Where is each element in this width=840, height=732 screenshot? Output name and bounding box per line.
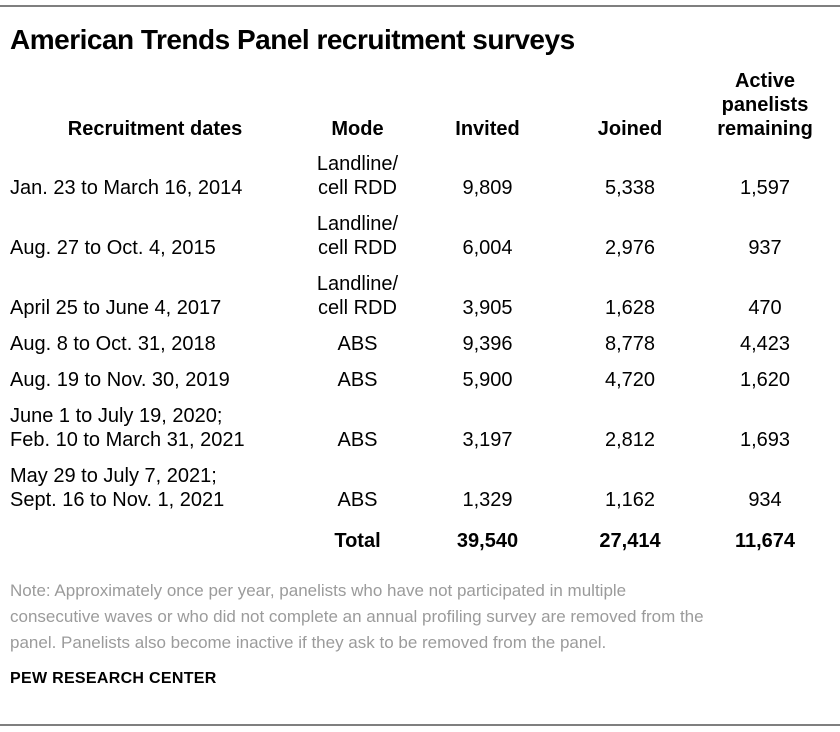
cell-joined: 4,720 [604, 369, 656, 391]
table-row: Jan. 23 to March 16, 2014 Landline/ cell… [10, 148, 830, 208]
cell-mode: ABS [337, 429, 378, 451]
cell-dates: April 25 to June 4, 2017 [10, 297, 222, 319]
cell-dates: Jan. 23 to March 16, 2014 [10, 177, 243, 199]
cell-invited: 1,329 [462, 489, 513, 511]
cell-mode: ABS [337, 489, 378, 511]
cell-joined: 2,812 [604, 429, 656, 451]
table-row: May 29 to July 7, 2021; Sept. 16 to Nov.… [10, 460, 830, 520]
total-label: Total [334, 530, 381, 552]
cell-joined: 1,628 [604, 297, 656, 319]
bottom-divider [0, 724, 840, 726]
cell-dates: Aug. 27 to Oct. 4, 2015 [10, 237, 216, 259]
cell-dates-empty [10, 520, 300, 561]
total-row: Total 39,540 27,414 11,674 [10, 520, 830, 561]
total-invited: 39,540 [456, 530, 519, 552]
cell-invited: 5,900 [462, 369, 513, 391]
cell-joined: 2,976 [604, 237, 656, 259]
cell-active: 1,620 [739, 369, 791, 391]
cell-mode: ABS [337, 369, 378, 391]
cell-joined: 5,338 [604, 177, 656, 199]
cell-invited: 6,004 [462, 237, 513, 259]
table-row: June 1 to July 19, 2020; Feb. 10 to Marc… [10, 400, 830, 460]
recruitment-table: Recruitment dates Mode Invited Joined Ac… [10, 69, 830, 561]
cell-active: 1,597 [739, 177, 791, 199]
cell-mode: Landline/ cell RDD [316, 213, 399, 259]
cell-invited: 3,197 [462, 429, 513, 451]
table-header: Recruitment dates Mode Invited Joined Ac… [10, 69, 830, 148]
header-joined: Joined [597, 118, 663, 140]
table-body: Jan. 23 to March 16, 2014 Landline/ cell… [10, 148, 830, 561]
cell-active: 934 [748, 489, 782, 511]
cell-mode: Landline/ cell RDD [316, 273, 399, 319]
cell-active: 470 [748, 297, 782, 319]
cell-joined: 1,162 [604, 489, 656, 511]
cell-dates: June 1 to July 19, 2020; Feb. 10 to Marc… [10, 405, 245, 451]
cell-dates: Aug. 19 to Nov. 30, 2019 [10, 369, 230, 391]
cell-dates: Aug. 8 to Oct. 31, 2018 [10, 333, 216, 355]
header-mode: Mode [331, 118, 384, 140]
cell-active: 4,423 [739, 333, 791, 355]
table-row: Aug. 8 to Oct. 31, 2018 ABS 9,396 8,778 … [10, 328, 830, 364]
cell-joined: 8,778 [604, 333, 656, 355]
total-joined: 27,414 [599, 530, 661, 552]
table-row: Aug. 19 to Nov. 30, 2019 ABS 5,900 4,720… [10, 364, 830, 400]
total-active: 11,674 [734, 530, 796, 552]
cell-invited: 3,905 [462, 297, 513, 319]
top-divider [0, 5, 840, 7]
cell-active: 937 [748, 237, 782, 259]
cell-mode: ABS [337, 333, 378, 355]
header-invited: Invited [455, 118, 520, 140]
cell-invited: 9,396 [462, 333, 513, 355]
table-row: Aug. 27 to Oct. 4, 2015 Landline/ cell R… [10, 208, 830, 268]
header-active-panelists: Active panelists remaining [717, 70, 813, 140]
page-title: American Trends Panel recruitment survey… [10, 24, 575, 55]
cell-active: 1,693 [739, 429, 791, 451]
table-row: April 25 to June 4, 2017 Landline/ cell … [10, 268, 830, 328]
header-row: Recruitment dates Mode Invited Joined Ac… [10, 69, 830, 148]
cell-dates: May 29 to July 7, 2021; Sept. 16 to Nov.… [10, 465, 225, 511]
footnote: Note: Approximately once per year, panel… [10, 581, 704, 652]
figure-content: American Trends Panel recruitment survey… [0, 24, 840, 688]
source-label: PEW RESEARCH CENTER [10, 670, 217, 687]
cell-mode: Landline/ cell RDD [316, 153, 399, 199]
cell-invited: 9,809 [462, 177, 513, 199]
header-recruitment-dates: Recruitment dates [67, 118, 243, 140]
